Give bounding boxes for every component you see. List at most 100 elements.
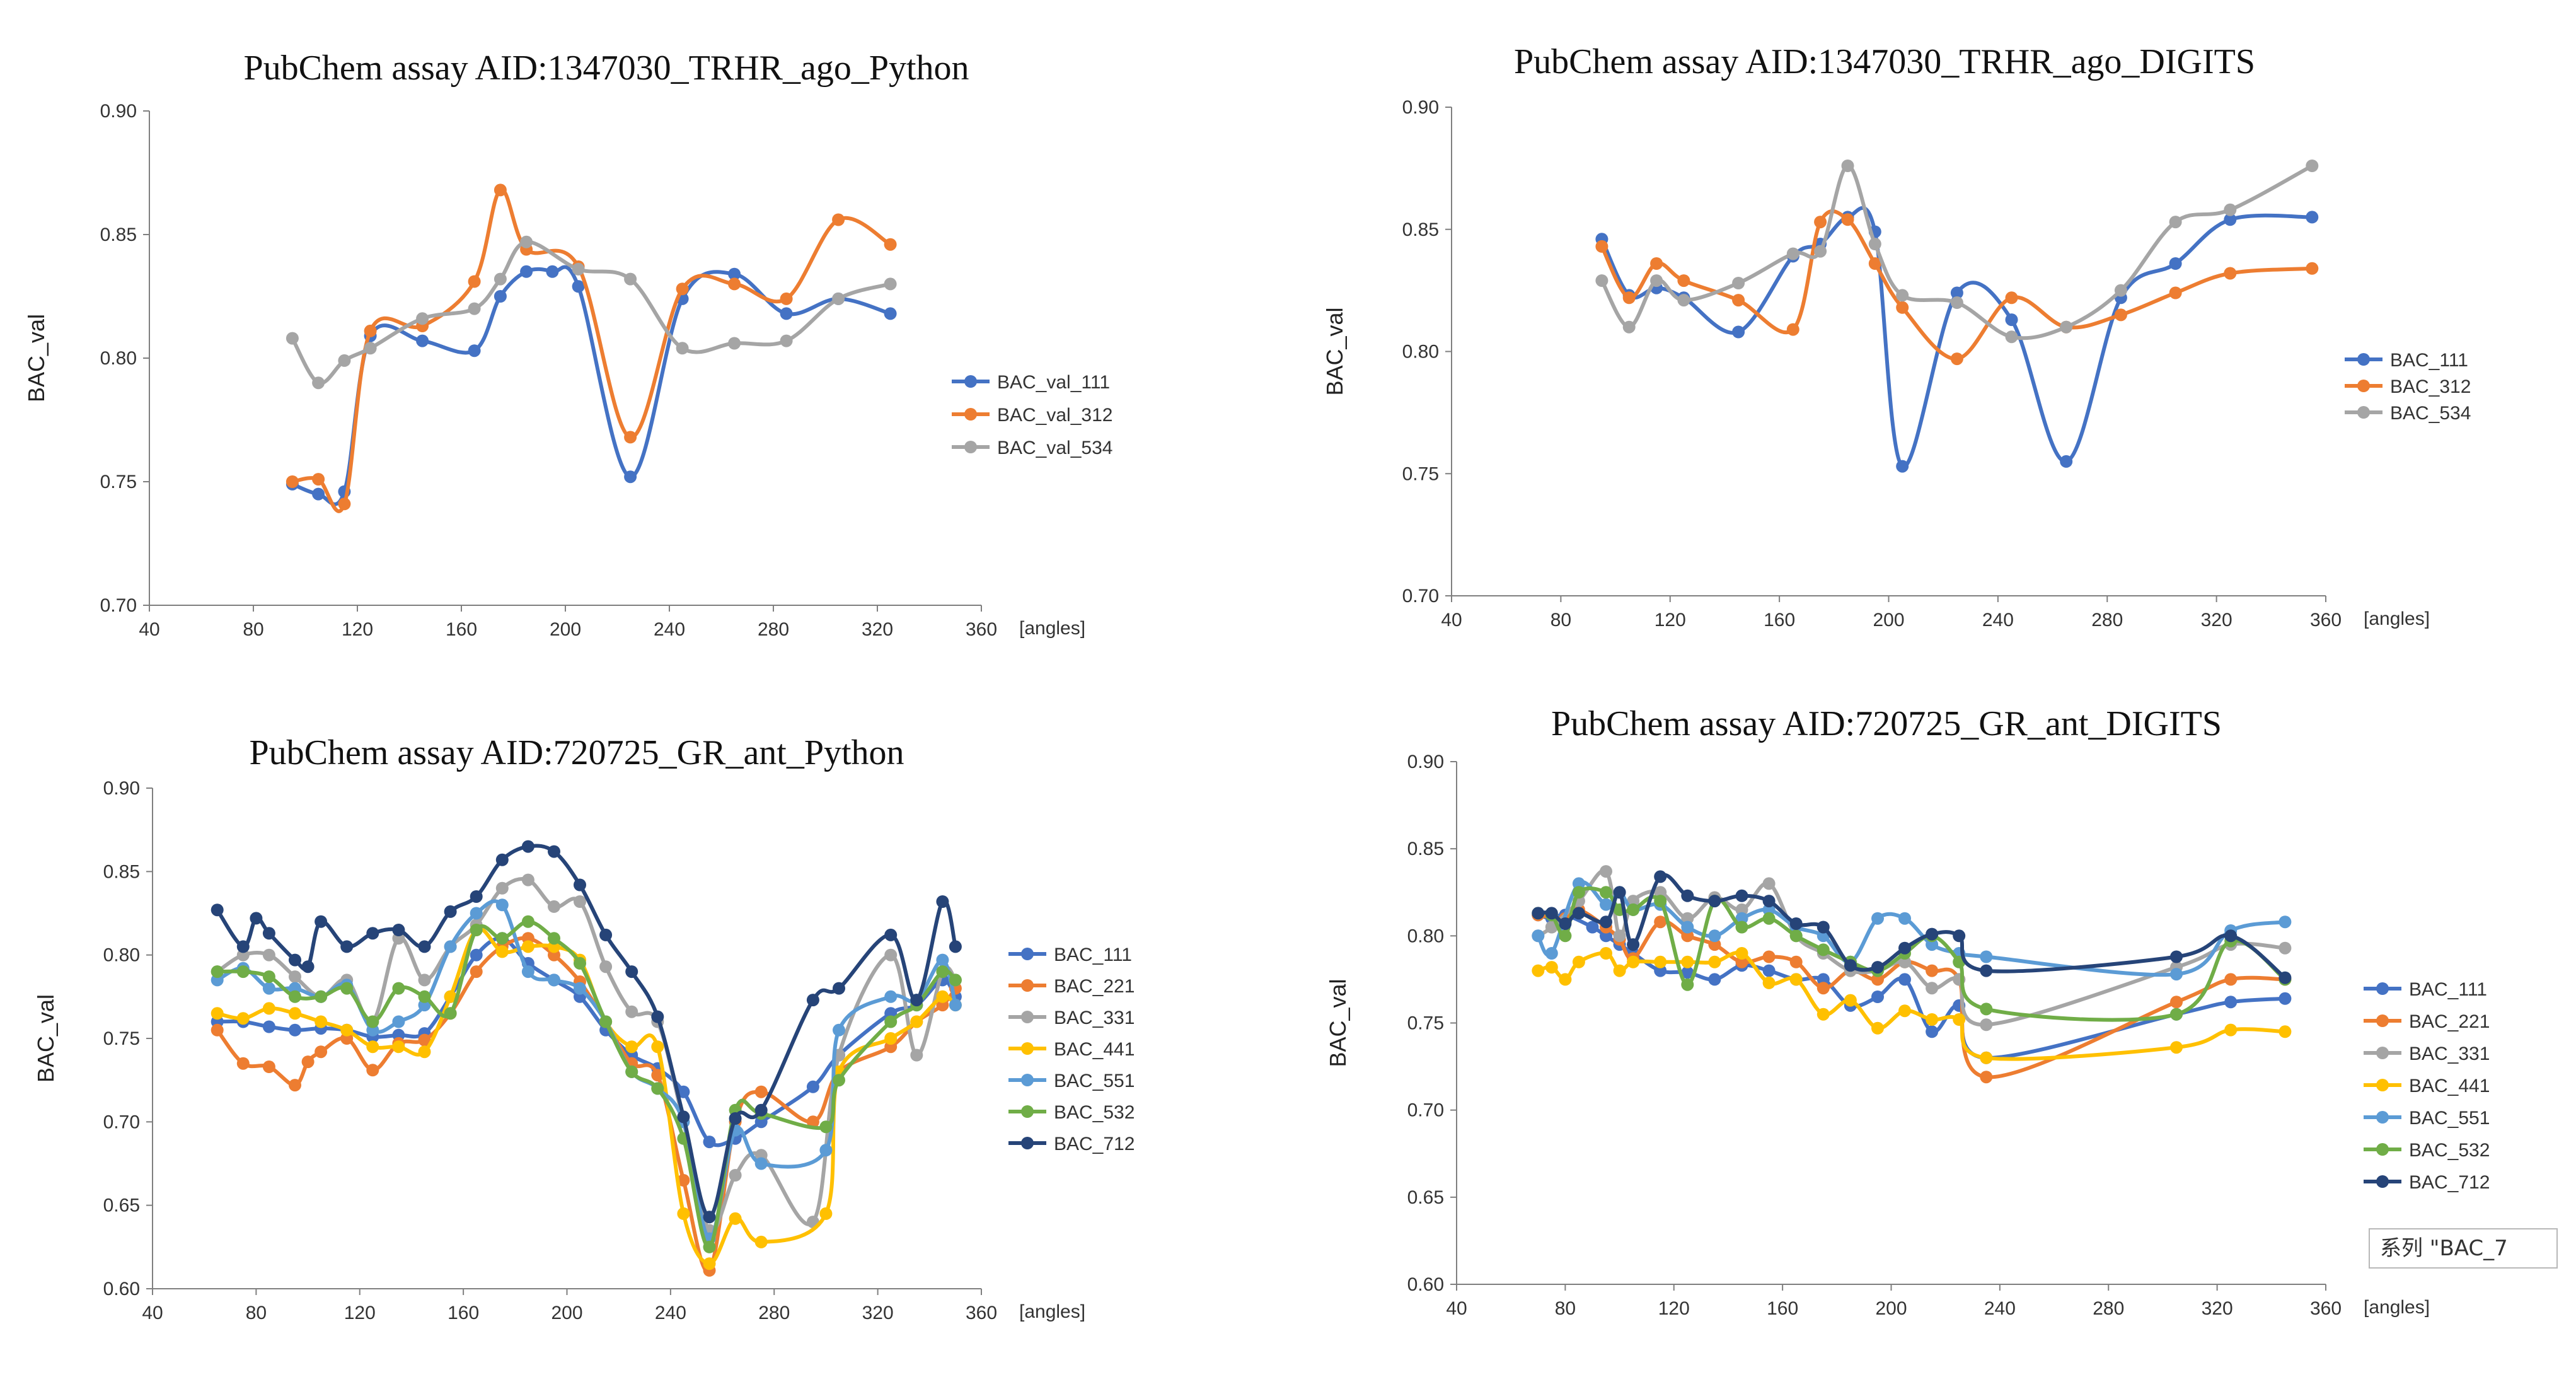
y-tick-label: 0.85 (1407, 839, 1444, 859)
data-point (418, 1045, 431, 1059)
data-point (1532, 964, 1545, 977)
data-point (289, 990, 301, 1003)
legend-label: BAC_111 (2409, 979, 2487, 1000)
data-point (418, 1033, 431, 1047)
data-point (416, 312, 429, 325)
y-tick-label: 0.75 (100, 472, 137, 492)
x-tick-label: 160 (1767, 1298, 1798, 1319)
data-point (2169, 257, 2182, 270)
legend-item: BAC_111 (2364, 979, 2487, 1000)
y-tick-label: 0.75 (1402, 463, 1439, 484)
data-point (1735, 912, 1748, 925)
data-point (754, 1085, 768, 1098)
data-point (468, 302, 481, 315)
data-point (1896, 289, 1909, 302)
x-tick-label: 80 (1555, 1298, 1576, 1319)
data-point (366, 1015, 379, 1028)
data-point (1654, 955, 1667, 968)
data-point (2279, 941, 2292, 955)
data-point (470, 907, 483, 920)
data-point (1926, 1025, 1939, 1038)
legend-marker (1021, 1074, 1034, 1086)
data-point (1871, 973, 1884, 986)
data-point (1980, 1002, 1993, 1016)
data-point (340, 940, 354, 953)
legend-label: BAC_532 (1054, 1102, 1135, 1123)
legend-label: BAC_val_312 (997, 405, 1112, 426)
legend-label: BAC_712 (1054, 1134, 1135, 1154)
data-point (1681, 921, 1694, 934)
data-point (1926, 964, 1939, 977)
data-point (1600, 915, 1612, 929)
y-tick-label: 0.75 (103, 1028, 140, 1049)
data-point (495, 945, 509, 958)
data-point (1627, 955, 1640, 968)
data-point (677, 1110, 690, 1124)
data-point (884, 277, 897, 291)
data-point (2114, 284, 2127, 297)
data-point (1677, 274, 1690, 288)
data-point (2279, 915, 2292, 929)
data-point (624, 431, 637, 444)
legend-label: BAC_551 (2409, 1108, 2490, 1129)
series-BAC_712 (1532, 870, 2292, 984)
data-point (1545, 907, 1558, 920)
data-point (262, 1020, 275, 1033)
data-point (1681, 955, 1694, 968)
data-point (1816, 921, 1830, 934)
legend-marker (1021, 948, 1034, 960)
data-point (949, 940, 962, 953)
data-point (1572, 877, 1585, 890)
data-point (470, 965, 483, 979)
data-point (1654, 964, 1667, 977)
data-point (418, 940, 431, 953)
y-tick-label: 0.85 (103, 861, 140, 882)
data-point (833, 1023, 845, 1037)
data-point (236, 1012, 250, 1025)
data-point (703, 1240, 716, 1253)
data-point (1980, 1051, 1993, 1064)
data-point (236, 965, 250, 979)
data-point (1654, 915, 1667, 929)
legend-label: BAC_551 (1054, 1071, 1135, 1091)
data-point (599, 960, 613, 973)
data-point (780, 292, 793, 305)
legend-label: BAC_312 (2390, 376, 2471, 397)
data-point (572, 262, 585, 276)
data-point (262, 948, 275, 962)
y-axis-label: BAC_val (33, 994, 59, 1083)
data-point (1950, 352, 1963, 366)
data-point (289, 1079, 301, 1092)
legend-item: BAC_712 (1008, 1134, 1135, 1154)
data-point (548, 973, 560, 987)
data-point (1762, 903, 1776, 916)
data-point (1871, 1021, 1884, 1035)
x-tick-label: 360 (966, 1303, 997, 1323)
data-point (1572, 907, 1585, 920)
y-tick-label: 0.70 (1402, 586, 1439, 607)
data-point (2005, 330, 2018, 344)
x-axis-label: [angles] (2364, 1297, 2430, 1318)
data-point (494, 183, 507, 197)
y-tick-label: 0.70 (100, 595, 137, 616)
legend-item: BAC_val_312 (952, 405, 1112, 426)
data-point (1953, 1013, 1966, 1026)
data-point (494, 272, 507, 286)
data-point (2169, 216, 2182, 229)
data-point (211, 903, 224, 917)
data-point (1789, 929, 1803, 943)
data-point (312, 487, 325, 501)
data-point (392, 924, 405, 936)
data-point (1950, 286, 1963, 299)
x-tick-label: 240 (654, 619, 685, 640)
legend-label: BAC_441 (2409, 1076, 2490, 1096)
legend-label: BAC_534 (2390, 403, 2471, 424)
data-point (833, 1074, 845, 1087)
data-point (520, 265, 533, 278)
legend-marker (2357, 380, 2370, 392)
data-point (1708, 895, 1721, 908)
data-point (1735, 889, 1748, 902)
data-point (2279, 992, 2292, 1005)
data-point (1786, 247, 1799, 260)
legend-marker (2376, 1143, 2389, 1156)
